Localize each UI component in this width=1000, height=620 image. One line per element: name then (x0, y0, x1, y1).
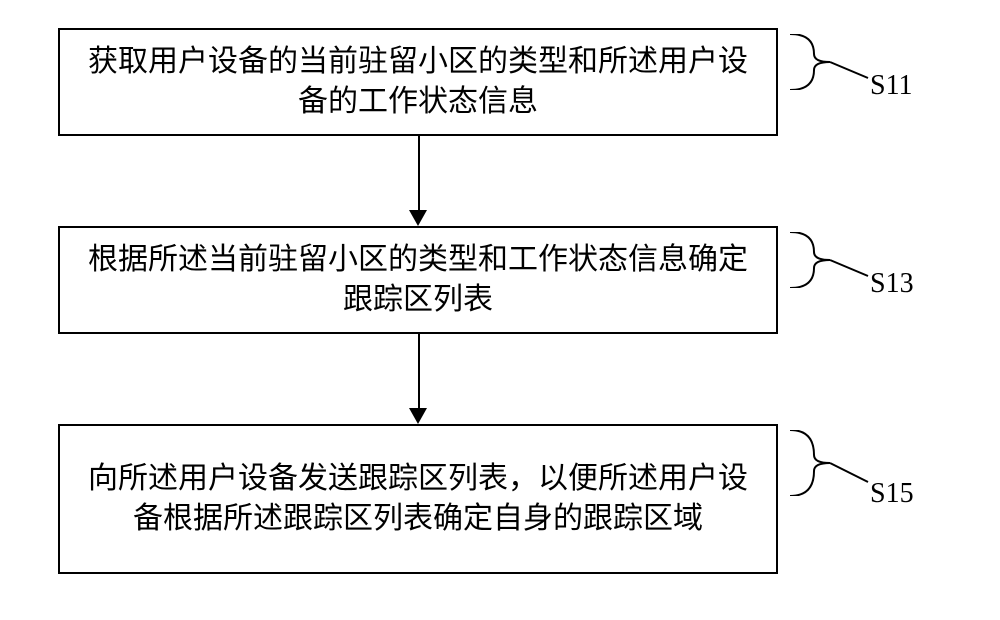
bracket-s15 (790, 430, 870, 496)
flow-step-s15: 向所述用户设备发送跟踪区列表，以便所述用户设备根据所述跟踪区列表确定自身的跟踪区… (58, 424, 778, 574)
step-label-s11: S11 (870, 70, 913, 102)
arrowhead-s13-s15 (409, 408, 427, 424)
arrowhead-s11-s13 (409, 210, 427, 226)
arrow-s11-s13 (418, 136, 420, 210)
flow-step-text: 向所述用户设备发送跟踪区列表，以便所述用户设备根据所述跟踪区列表确定自身的跟踪区… (80, 459, 756, 540)
flowchart-canvas: 获取用户设备的当前驻留小区的类型和所述用户设备的工作状态信息 S11 根据所述当… (0, 0, 1000, 620)
arrow-s13-s15 (418, 334, 420, 408)
flow-step-text: 获取用户设备的当前驻留小区的类型和所述用户设备的工作状态信息 (80, 42, 756, 123)
bracket-s11 (790, 34, 870, 90)
flow-step-s13: 根据所述当前驻留小区的类型和工作状态信息确定跟踪区列表 (58, 226, 778, 334)
flow-step-s11: 获取用户设备的当前驻留小区的类型和所述用户设备的工作状态信息 (58, 28, 778, 136)
bracket-s13 (790, 232, 870, 288)
step-label-s15: S15 (870, 478, 914, 510)
flow-step-text: 根据所述当前驻留小区的类型和工作状态信息确定跟踪区列表 (80, 240, 756, 321)
step-label-s13: S13 (870, 268, 914, 300)
